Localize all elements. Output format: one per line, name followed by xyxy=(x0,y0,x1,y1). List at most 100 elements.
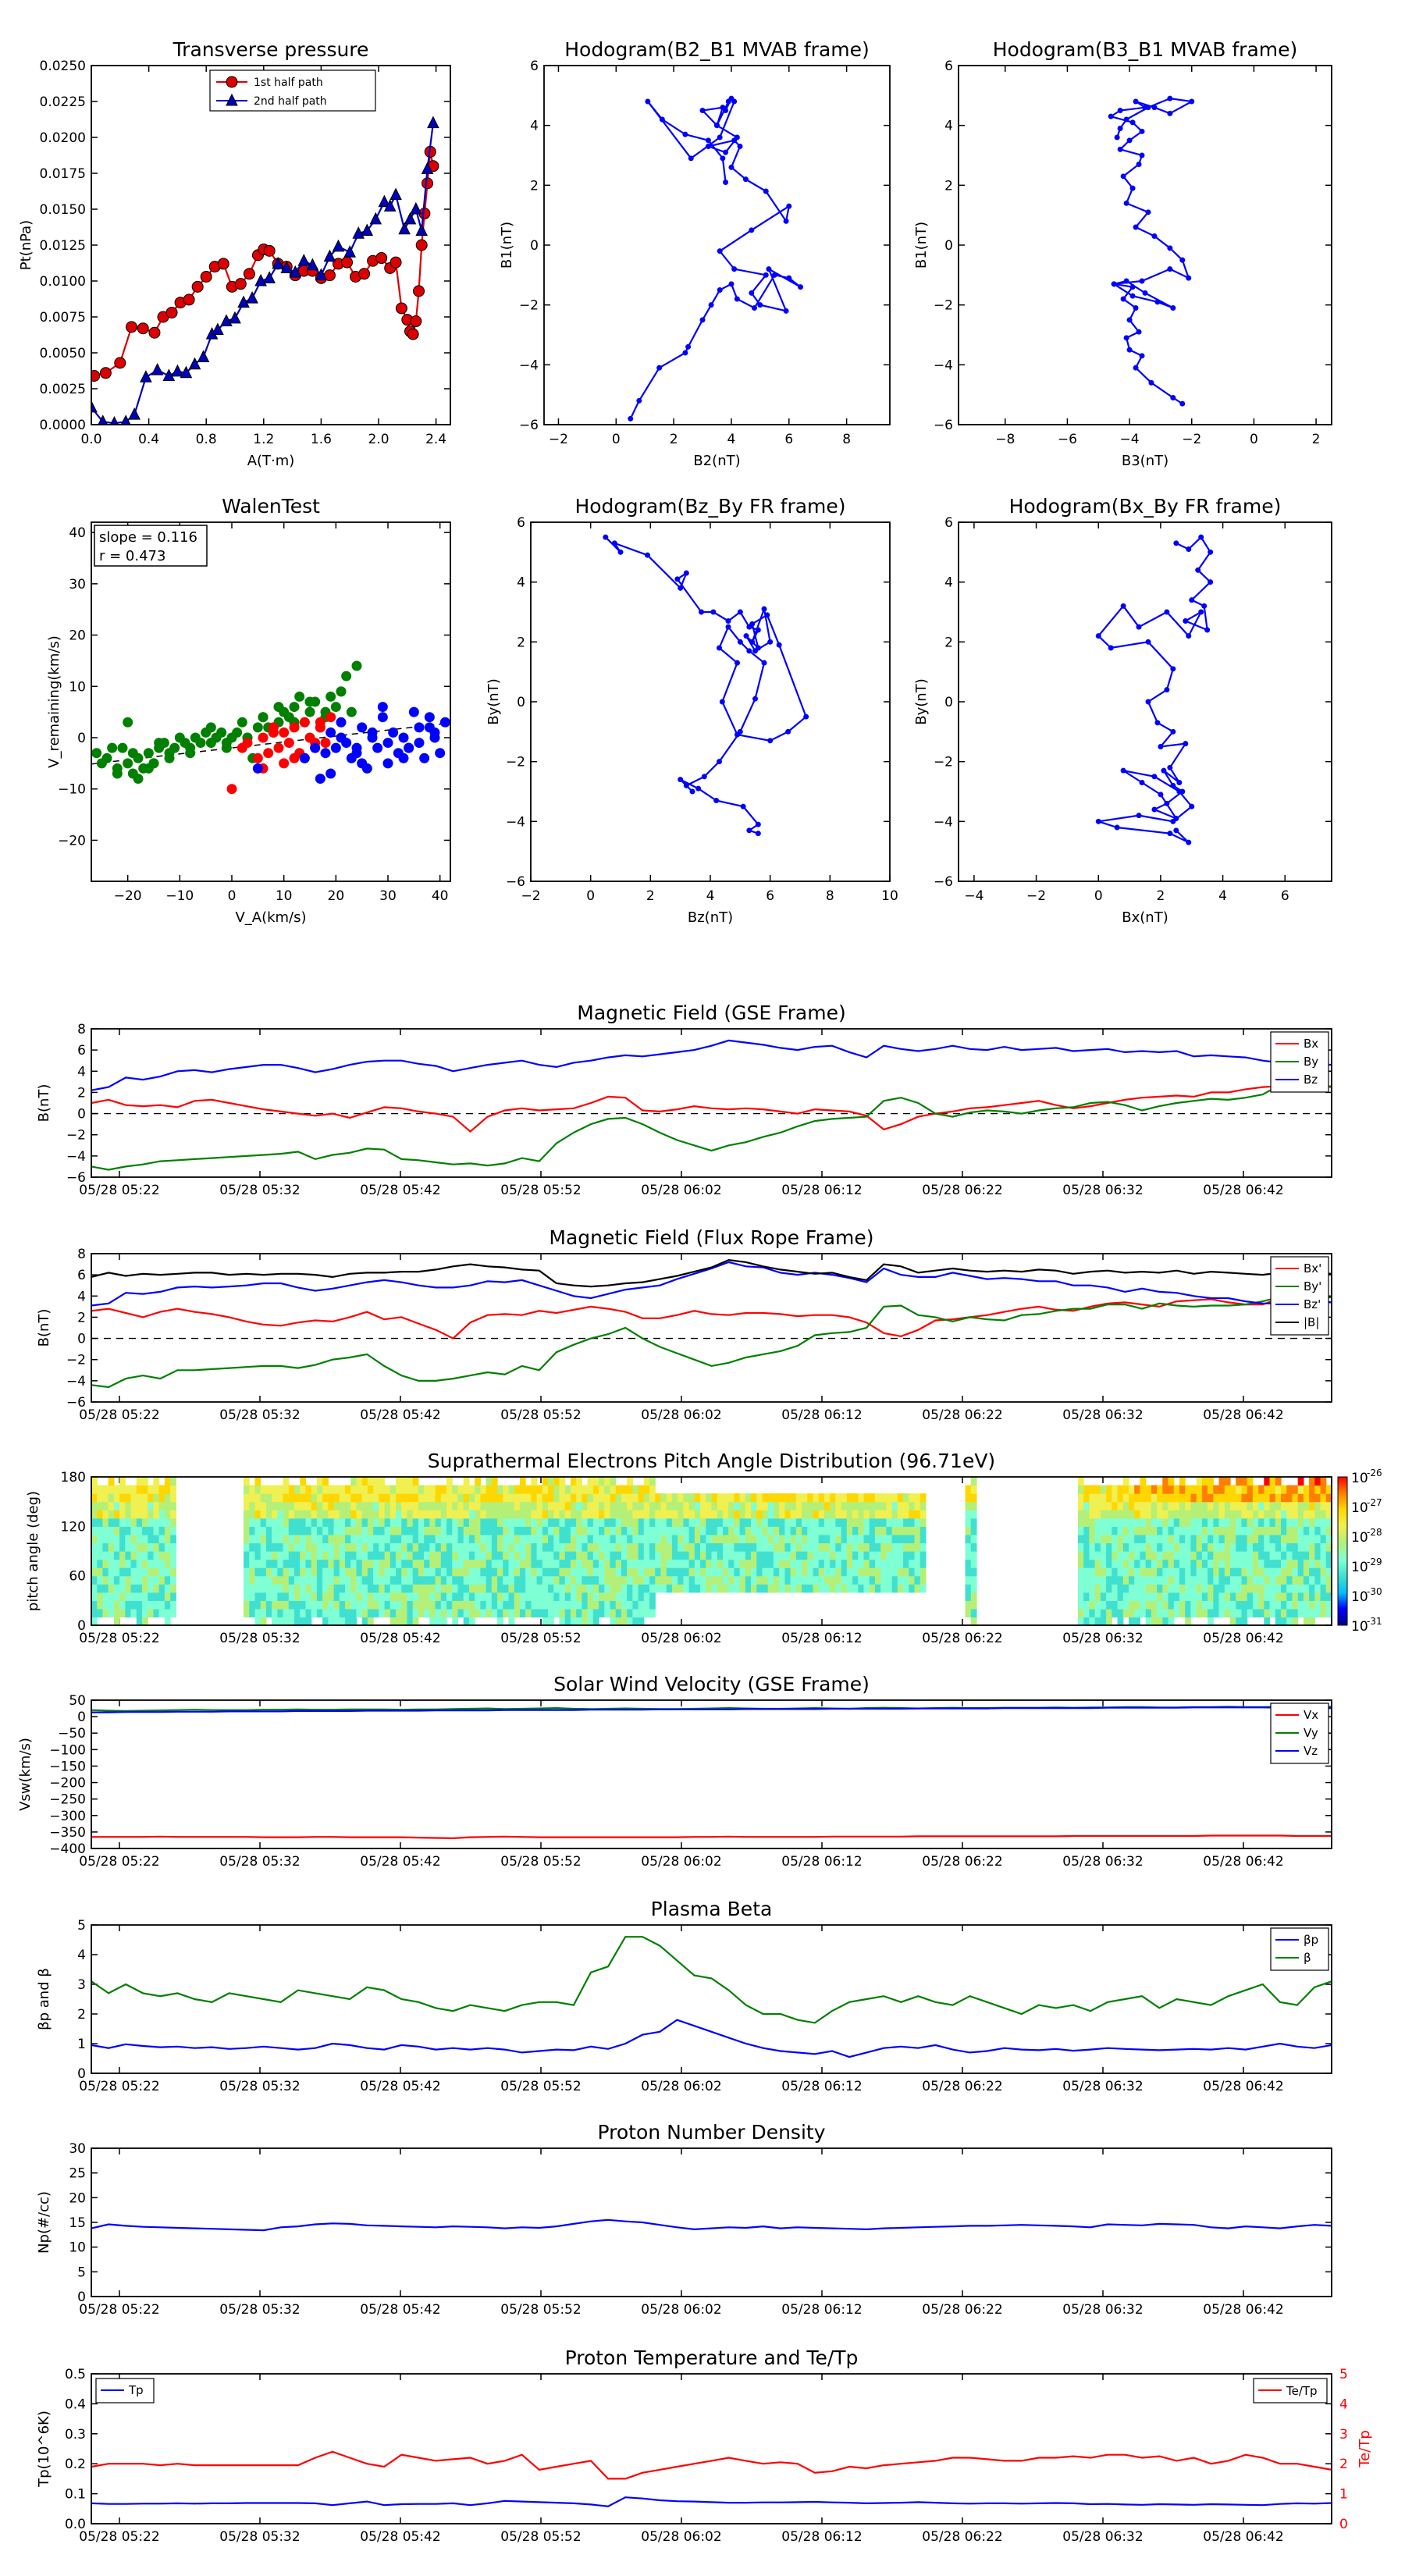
heatmap-cell xyxy=(384,1517,391,1527)
x-tick-label: 05/28 06:12 xyxy=(781,2529,862,2545)
heatmap-cell xyxy=(1218,1551,1225,1560)
heatmap-cell xyxy=(542,1584,549,1593)
heatmap-cell xyxy=(1100,1608,1107,1618)
heatmap-cell xyxy=(153,1517,160,1527)
heatmap-cell xyxy=(1157,1493,1163,1503)
heatmap-cell xyxy=(97,1600,104,1610)
heatmap-cell xyxy=(452,1485,459,1494)
heatmap-cell xyxy=(468,1534,475,1544)
heatmap-cell xyxy=(1162,1526,1169,1535)
heatmap-cell xyxy=(869,1575,876,1585)
heatmap-cell xyxy=(525,1559,532,1568)
heatmap-cell xyxy=(531,1592,538,1601)
heatmap-cell xyxy=(1151,1493,1158,1503)
heatmap-cell xyxy=(745,1559,752,1568)
y-tick-label: −300 xyxy=(49,1809,86,1824)
y-axis-label: Vsw(km/s) xyxy=(17,1738,34,1811)
heatmap-cell xyxy=(671,1510,678,1519)
heatmap-cell xyxy=(841,1534,848,1544)
heatmap-cell xyxy=(142,1517,148,1527)
data-point xyxy=(1111,281,1117,287)
y-tick-label: −2 xyxy=(934,298,953,314)
data-point xyxy=(771,272,777,278)
y-tick-label: −2 xyxy=(66,1353,86,1368)
heatmap-cell xyxy=(548,1608,554,1618)
timeseries-panel-1: Magnetic Field (Flux Rope Frame)05/28 05… xyxy=(36,1226,1332,1423)
heatmap-cell xyxy=(1140,1551,1147,1560)
heatmap-cell xyxy=(604,1551,611,1560)
heatmap-cell xyxy=(1112,1584,1119,1593)
heatmap-cell xyxy=(452,1534,459,1544)
heatmap-cell xyxy=(1269,1493,1276,1503)
heatmap-cell xyxy=(102,1485,109,1494)
heatmap-cell xyxy=(277,1493,284,1503)
y-tick-label: 5 xyxy=(77,2265,86,2280)
heatmap-cell xyxy=(1094,1485,1101,1494)
heatmap-cell xyxy=(835,1567,842,1577)
heatmap-cell xyxy=(440,1584,447,1593)
heatmap-cell xyxy=(728,1510,735,1519)
heatmap-cell xyxy=(869,1526,876,1535)
plot-area xyxy=(91,1936,1332,2058)
heatmap-cell xyxy=(277,1600,284,1610)
heatmap-cell xyxy=(475,1517,481,1527)
heatmap-cell xyxy=(576,1600,582,1610)
heatmap-cell xyxy=(1275,1517,1282,1527)
heatmap-cell xyxy=(1179,1575,1186,1585)
heatmap-cell xyxy=(615,1534,622,1544)
heatmap-cell xyxy=(1280,1608,1287,1618)
heatmap-cell xyxy=(503,1485,510,1494)
heatmap-cell xyxy=(294,1617,301,1625)
heatmap-cell xyxy=(722,1567,729,1577)
colorbar-tick-label: 10 xyxy=(1351,1471,1368,1486)
heatmap-cell xyxy=(734,1559,741,1568)
heatmap-cell xyxy=(570,1575,577,1585)
heatmap-cell xyxy=(1258,1551,1264,1560)
heatmap-cell xyxy=(1303,1551,1310,1560)
heatmap-cell xyxy=(762,1510,769,1519)
heatmap-cell xyxy=(440,1526,447,1535)
heatmap-cell xyxy=(339,1575,346,1585)
heatmap-cell xyxy=(1229,1592,1236,1601)
heatmap-cell xyxy=(361,1559,368,1568)
heatmap-cell xyxy=(1213,1501,1220,1510)
x-tick-label: 4 xyxy=(706,888,715,904)
y-tick-label: −2 xyxy=(519,298,539,314)
heatmap-cell xyxy=(418,1551,425,1560)
heatmap-cell xyxy=(525,1600,532,1610)
heatmap-cell xyxy=(1089,1485,1096,1494)
heatmap-cell xyxy=(706,1567,713,1577)
heatmap-cell xyxy=(508,1567,515,1577)
heatmap-cell xyxy=(643,1600,650,1610)
heatmap-cell xyxy=(531,1501,538,1510)
heatmap-cell xyxy=(880,1542,887,1552)
heatmap-cell xyxy=(700,1567,706,1577)
right-tick-label: 2 xyxy=(1339,2457,1348,2472)
heatmap-cell xyxy=(1264,1567,1271,1577)
heatmap-cell xyxy=(525,1526,532,1535)
heatmap-cell xyxy=(125,1485,132,1494)
heatmap-cell xyxy=(300,1567,307,1577)
heatmap-cell xyxy=(615,1493,622,1503)
heatmap-cell xyxy=(142,1526,148,1535)
heatmap-cell xyxy=(384,1567,391,1577)
scatter-point xyxy=(299,753,310,763)
heatmap-cell xyxy=(272,1510,278,1519)
heatmap-cell xyxy=(751,1584,757,1593)
heatmap-cell xyxy=(863,1575,870,1585)
heatmap-cell xyxy=(1236,1542,1243,1552)
heatmap-cell xyxy=(249,1559,256,1568)
heatmap-cell xyxy=(615,1501,622,1510)
heatmap-cell xyxy=(666,1493,673,1503)
y-tick-label: 0.0175 xyxy=(40,166,86,182)
x-tick-label: 8 xyxy=(826,888,834,904)
y-tick-label: −350 xyxy=(49,1825,86,1841)
heatmap-cell xyxy=(1162,1559,1169,1568)
heatmap-cell xyxy=(919,1584,927,1593)
heatmap-cell xyxy=(582,1510,589,1519)
heatmap-cell xyxy=(592,1534,599,1544)
heatmap-cell xyxy=(678,1559,684,1568)
heatmap-cell xyxy=(463,1617,470,1625)
heatmap-cell xyxy=(102,1501,109,1510)
heatmap-cell xyxy=(119,1477,126,1486)
